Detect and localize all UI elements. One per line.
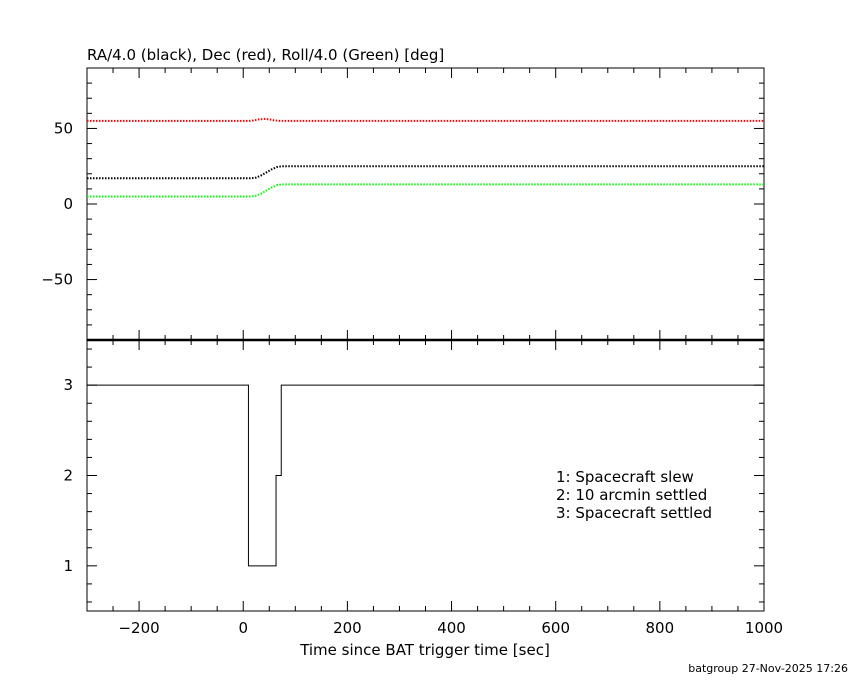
x-tick-label: 400 [437, 619, 466, 637]
x-tick-label: 0 [238, 619, 248, 637]
series-lines [87, 117, 764, 567]
x-tick-label: 800 [646, 619, 675, 637]
x-tick-label: −200 [118, 619, 159, 637]
y-tick-label: 0 [63, 195, 73, 213]
series-line-2-1 [87, 384, 764, 567]
plot-frame-1 [86, 67, 765, 341]
series-line-1-1 [87, 165, 764, 180]
x-tick-label: 600 [541, 619, 570, 637]
series-line-1-3 [87, 183, 764, 198]
y-tick-label: 3 [63, 376, 73, 394]
footer-stamp: batgroup 27-Nov-2025 17:26 [688, 662, 848, 675]
y-tick-label: −50 [41, 271, 73, 289]
annotation-settled: 3: Spacecraft settled [556, 504, 712, 522]
x-axis-label: Time since BAT trigger time [sec] [299, 641, 550, 659]
chart-title: RA/4.0 (black), Dec (red), Roll/4.0 (Gre… [87, 46, 444, 64]
series-line-1-2 [87, 117, 764, 122]
y-tick-label: 2 [63, 467, 73, 485]
y-tick-label: 1 [63, 557, 73, 575]
y-tick-label: 50 [54, 119, 73, 137]
tick-labels: −50 0 50 1 2 3 −200 0 200 400 600 800 1000 [41, 119, 783, 637]
x-tick-label: 1000 [745, 619, 783, 637]
annotation-slew: 1: Spacecraft slew [556, 468, 694, 486]
annotation-10arcmin: 2: 10 arcmin settled [556, 486, 707, 504]
x-tick-label: 200 [333, 619, 362, 637]
axis-ticks [86, 67, 765, 611]
